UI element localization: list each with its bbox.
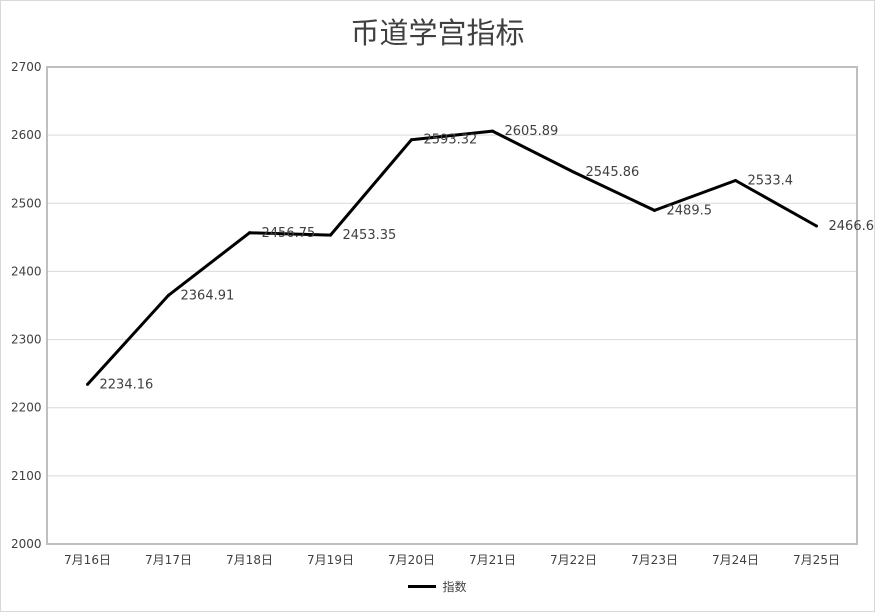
x-tick-label: 7月17日 (145, 553, 192, 567)
x-tick-label: 7月20日 (388, 553, 435, 567)
x-tick-label: 7月22日 (550, 553, 597, 567)
data-point (248, 231, 251, 235)
data-point (815, 224, 818, 228)
x-tick-label: 7月24日 (712, 553, 759, 567)
x-tick-label: 7月21日 (469, 553, 516, 567)
legend: 指数 (0, 578, 875, 595)
data-point (491, 129, 494, 133)
data-label: 2605.89 (505, 124, 559, 139)
y-tick-label: 2500 (11, 196, 42, 210)
data-label: 2364.91 (181, 288, 235, 303)
y-axis: 2000 2100 2200 2300 2400 2500 2600 2700 (11, 60, 42, 551)
legend-label: 指数 (442, 580, 467, 594)
y-tick-label: 2700 (11, 60, 42, 74)
data-point (572, 170, 575, 174)
data-point (734, 179, 737, 183)
y-tick-label: 2100 (11, 469, 42, 483)
data-point (86, 382, 89, 386)
data-label: 2593.32 (424, 133, 478, 148)
y-tick-label: 2300 (11, 333, 42, 347)
data-point (410, 138, 413, 142)
x-tick-label: 7月23日 (631, 553, 678, 567)
data-label: 2453.35 (343, 228, 397, 243)
series-line (86, 129, 818, 386)
y-tick-label: 2600 (11, 128, 42, 142)
data-label: 2466.68 (829, 219, 875, 234)
chart-title: 币道学宫指标 (350, 16, 525, 50)
data-point (167, 293, 170, 297)
data-label: 2489.5 (667, 203, 713, 218)
legend-line-swatch (408, 585, 437, 588)
data-label: 2545.86 (586, 165, 640, 180)
x-tick-label: 7月19日 (307, 553, 354, 567)
x-tick-label: 7月25日 (793, 553, 840, 567)
y-tick-label: 2400 (11, 264, 42, 278)
plot-area (46, 66, 858, 545)
series-指数 (86, 129, 818, 386)
grid-lines (47, 134, 857, 477)
data-label: 2234.16 (100, 377, 154, 392)
data-point (329, 233, 332, 237)
x-tick-label: 7月16日 (64, 553, 111, 567)
y-tick-label: 2000 (11, 537, 42, 551)
y-tick-label: 2200 (11, 401, 42, 415)
data-point (653, 208, 656, 212)
x-tick-label: 7月18日 (226, 553, 273, 567)
data-labels: 2234.16 2364.91 2456.75 2453.35 2593.32 2605.… (100, 124, 875, 392)
data-label: 2456.75 (262, 226, 316, 241)
data-label: 2533.4 (748, 174, 794, 189)
x-axis: 7月16日 7月17日 7月18日 7月19日 7月20日 7月21日 7月22日 7月23日… (64, 553, 840, 567)
